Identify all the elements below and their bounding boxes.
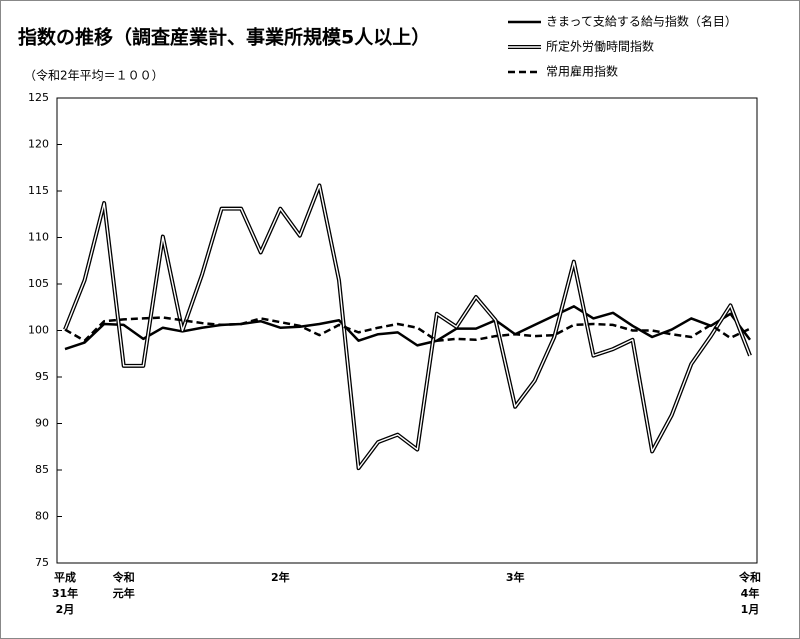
y-tick-label: 75 — [35, 556, 49, 569]
x-tick-label: 31年 — [52, 586, 78, 600]
x-tick-label: 平成 — [54, 570, 76, 584]
x-tick-label: 令和 — [112, 570, 135, 584]
y-tick-label: 110 — [28, 231, 49, 244]
y-tick-label: 100 — [28, 324, 49, 337]
chart-title: 指数の推移（調査産業計、事業所規模5人以上） — [18, 26, 430, 49]
y-tick-label: 125 — [28, 91, 49, 104]
y-tick-label: 105 — [28, 277, 49, 290]
legend-label: 常用雇用指数 — [546, 64, 618, 79]
x-tick-label: 2月 — [56, 603, 75, 616]
y-tick-label: 120 — [28, 138, 49, 151]
series-line — [64, 305, 751, 351]
legend-label: 所定外労働時間指数 — [546, 39, 654, 54]
series-line — [64, 316, 751, 342]
x-tick-label: 4年 — [741, 586, 760, 600]
x-tick-label: 3年 — [506, 570, 525, 584]
y-tick-label: 115 — [28, 184, 49, 197]
x-tick-label: 令和 — [738, 570, 761, 584]
legend-label: きまって支給する給与指数（名目） — [546, 14, 737, 29]
x-tick-label: 元年 — [113, 586, 135, 600]
y-tick-label: 90 — [35, 417, 49, 430]
series-line-inner — [64, 184, 751, 469]
y-tick-label: 85 — [35, 463, 49, 476]
x-tick-label: 1月 — [741, 603, 760, 616]
x-tick-label: 2年 — [271, 570, 290, 584]
y-tick-label: 95 — [35, 370, 49, 383]
y-tick-label: 80 — [35, 510, 49, 523]
chart-subtitle: （令和2年平均＝１００） — [24, 68, 164, 83]
